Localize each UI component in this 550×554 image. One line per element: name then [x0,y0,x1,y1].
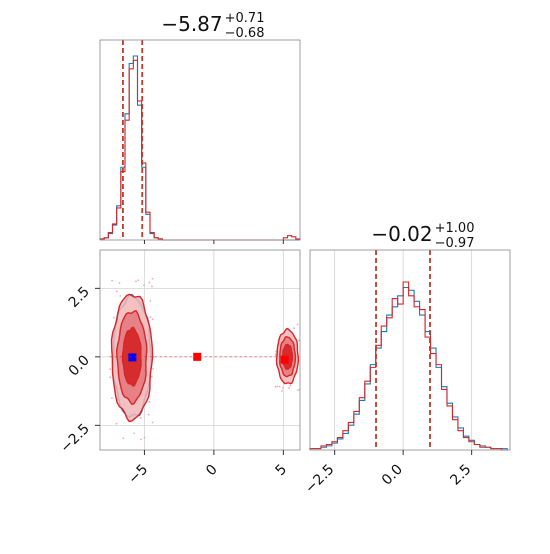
scatter-point [296,323,299,326]
x-tick-label: 2.5 [447,462,474,489]
scatter-point [122,437,125,440]
scatter-point [111,279,114,282]
histogram-series-1 [99,55,300,241]
marker-square-3 [280,355,289,364]
scatter-point [282,386,284,389]
histogram-title-main: −0.02 [371,222,432,246]
scatter-point [133,432,135,435]
scatter-point [149,316,152,319]
x-tick-label: −5 [125,462,151,488]
scatter-point [147,413,150,416]
scatter-point [151,285,153,288]
marginal-histogram-param-1: −5.87 +0.71−0.68 [99,11,301,244]
scatter-point [151,421,154,424]
y-tick-label: 0.0 [66,352,93,379]
histogram-title-sup: +1.00 [435,221,475,236]
scatter-point [278,385,281,388]
y-tick-label: −2.5 [57,421,92,456]
scatter-point [150,375,153,378]
marker-square-2 [193,352,202,361]
scatter-point [149,300,152,302]
scatter-point [135,280,137,283]
scatter-point [109,376,112,379]
histogram-series-2 [99,59,301,241]
marginal-histogram-param-2: −0.02 +1.00−0.97 −2.5 0.0 2.5 [302,221,511,497]
scatter-point [148,281,151,284]
scatter-point [143,284,145,287]
scatter-point [275,350,277,353]
scatter-point [116,290,118,293]
scatter-point [112,316,115,319]
histogram-title-sup: +0.71 [225,11,265,26]
histogram-title-sub: −0.68 [225,26,265,41]
scatter-point [119,295,122,297]
scatter-point [118,282,121,284]
axes-frame [309,249,511,451]
x-tick-label: 0.0 [379,462,406,489]
axes-frame [99,249,301,451]
scatter-point [137,279,140,282]
scatter-point [148,400,151,403]
scatter-point [274,385,277,388]
scatter-point [281,390,283,392]
histogram-title-main: −5.87 [161,12,222,36]
scatter-point [289,384,292,387]
scatter-point [151,318,154,321]
histogram-series-2 [309,281,508,451]
scatter-point [152,367,155,370]
x-tick-label: 0 [203,462,221,480]
scatter-point [140,438,142,441]
scatter-point [274,353,277,356]
y-tick-label: 2.5 [66,284,93,311]
scatter-point [298,339,300,342]
histogram-title-sub: −0.97 [435,236,475,251]
histogram-series-1 [309,286,508,450]
scatter-point [111,397,113,400]
scatter-point [109,368,112,371]
scatter-point [143,436,146,439]
scatter-point [288,387,291,389]
scatter-point [115,422,118,425]
scatter-point [151,277,154,280]
scatter-point [296,389,299,392]
marker-square-1 [128,353,137,362]
scatter-point [293,327,296,330]
x-tick-label: 5 [273,462,291,480]
scatter-point [139,417,142,419]
x-tick-label: −2.5 [302,462,337,497]
axes-frame [99,39,301,241]
scatter-point [276,385,279,388]
joint-contour-panel: −5 0 5 2.5 0.0 −2.5 [57,249,301,488]
